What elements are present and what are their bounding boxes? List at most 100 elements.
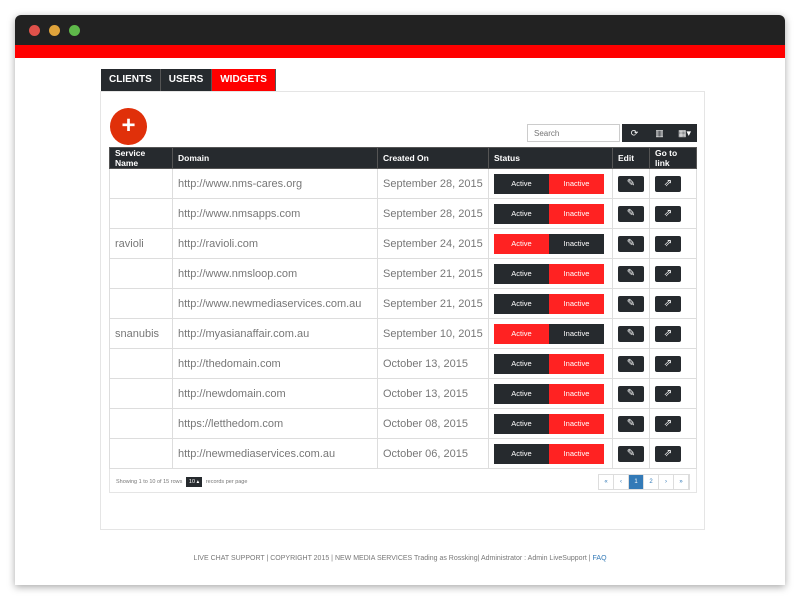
created-on-cell: October 06, 2015 — [377, 438, 489, 469]
minimize-window-button[interactable] — [49, 25, 60, 36]
col-go-to-link[interactable]: Go to link — [649, 147, 697, 169]
page-size-dropdown[interactable]: 10 ▴ — [185, 477, 203, 487]
status-toggle[interactable]: Active Inactive — [494, 443, 604, 464]
tab-widgets[interactable]: WIDGETS — [212, 69, 276, 91]
created-on-cell: September 28, 2015 — [377, 198, 489, 229]
external-link-icon[interactable]: ⇗ — [655, 385, 681, 402]
edit-icon[interactable]: ✎ — [618, 295, 644, 312]
active-button[interactable]: Active — [494, 353, 549, 374]
link-cell: ⇗ — [649, 438, 697, 469]
status-toggle[interactable]: Active Inactive — [494, 293, 604, 314]
edit-icon[interactable]: ✎ — [618, 325, 644, 342]
edit-icon[interactable]: ✎ — [618, 205, 644, 222]
edit-cell: ✎ — [612, 378, 650, 409]
edit-icon[interactable]: ✎ — [618, 385, 644, 402]
table-footer: Showing 1 to 10 of 15 rows 10 ▴ records … — [109, 469, 697, 493]
link-cell: ⇗ — [649, 318, 697, 349]
inactive-button[interactable]: Inactive — [549, 263, 604, 284]
col-service-name[interactable]: Service Name — [109, 147, 173, 169]
status-cell: Active Inactive — [488, 348, 613, 379]
inactive-button[interactable]: Inactive — [549, 173, 604, 194]
external-link-icon[interactable]: ⇗ — [655, 175, 681, 192]
active-button[interactable]: Active — [494, 323, 549, 344]
external-link-icon[interactable]: ⇗ — [655, 235, 681, 252]
active-button[interactable]: Active — [494, 443, 549, 464]
status-toggle[interactable]: Active Inactive — [494, 203, 604, 224]
table-row: http://www.newmediaservices.com.au Septe… — [109, 288, 697, 319]
prev-page-button[interactable]: ‹ — [614, 475, 629, 489]
inactive-button[interactable]: Inactive — [549, 203, 604, 224]
search-input[interactable] — [527, 124, 620, 142]
active-button[interactable]: Active — [494, 293, 549, 314]
first-page-button[interactable]: « — [599, 475, 614, 489]
last-page-button[interactable]: » — [674, 475, 689, 489]
created-on-cell: September 28, 2015 — [377, 168, 489, 199]
service-name-cell — [109, 288, 173, 319]
external-link-icon[interactable]: ⇗ — [655, 295, 681, 312]
columns-icon[interactable]: ▥ — [655, 128, 664, 138]
inactive-button[interactable]: Inactive — [549, 443, 604, 464]
active-button[interactable]: Active — [494, 173, 549, 194]
external-link-icon[interactable]: ⇗ — [655, 415, 681, 432]
status-toggle[interactable]: Active Inactive — [494, 413, 604, 434]
edit-icon[interactable]: ✎ — [618, 235, 644, 252]
refresh-icon[interactable]: ⟳ — [630, 128, 639, 138]
edit-icon[interactable]: ✎ — [618, 445, 644, 462]
active-button[interactable]: Active — [494, 203, 549, 224]
service-name-cell — [109, 348, 173, 379]
grid-dropdown-icon[interactable]: ▦▾ — [677, 128, 692, 138]
status-toggle[interactable]: Active Inactive — [494, 233, 604, 254]
table-row: http://www.nmsloop.com September 21, 201… — [109, 258, 697, 289]
edit-cell: ✎ — [612, 348, 650, 379]
add-widget-button[interactable]: + — [110, 108, 147, 145]
edit-icon[interactable]: ✎ — [618, 265, 644, 282]
maximize-window-button[interactable] — [69, 25, 80, 36]
link-cell: ⇗ — [649, 288, 697, 319]
link-cell: ⇗ — [649, 408, 697, 439]
inactive-button[interactable]: Inactive — [549, 383, 604, 404]
external-link-icon[interactable]: ⇗ — [655, 265, 681, 282]
status-toggle[interactable]: Active Inactive — [494, 323, 604, 344]
active-button[interactable]: Active — [494, 263, 549, 284]
edit-icon[interactable]: ✎ — [618, 175, 644, 192]
active-button[interactable]: Active — [494, 413, 549, 434]
external-link-icon[interactable]: ⇗ — [655, 205, 681, 222]
service-name-cell — [109, 378, 173, 409]
status-cell: Active Inactive — [488, 288, 613, 319]
external-link-icon[interactable]: ⇗ — [655, 445, 681, 462]
status-toggle[interactable]: Active Inactive — [494, 173, 604, 194]
inactive-button[interactable]: Inactive — [549, 293, 604, 314]
header-bar — [15, 45, 785, 58]
table-toolbar: ⟳ ▥ ▦▾ — [622, 124, 697, 142]
rows-info: Showing 1 to 10 of 15 rows — [116, 479, 183, 485]
page-1-button[interactable]: 1 — [629, 475, 644, 489]
col-created-on[interactable]: Created On — [377, 147, 489, 169]
close-window-button[interactable] — [29, 25, 40, 36]
col-edit[interactable]: Edit — [612, 147, 650, 169]
status-toggle[interactable]: Active Inactive — [494, 263, 604, 284]
edit-icon[interactable]: ✎ — [618, 415, 644, 432]
tab-users[interactable]: USERS — [160, 69, 213, 91]
status-cell: Active Inactive — [488, 168, 613, 199]
inactive-button[interactable]: Inactive — [549, 353, 604, 374]
status-toggle[interactable]: Active Inactive — [494, 383, 604, 404]
inactive-button[interactable]: Inactive — [549, 413, 604, 434]
link-cell: ⇗ — [649, 348, 697, 379]
external-link-icon[interactable]: ⇗ — [655, 355, 681, 372]
status-toggle[interactable]: Active Inactive — [494, 353, 604, 374]
next-page-button[interactable]: › — [659, 475, 674, 489]
edit-cell: ✎ — [612, 408, 650, 439]
copyright-text: LIVE CHAT SUPPORT | COPYRIGHT 2015 | NEW… — [193, 555, 593, 562]
inactive-button[interactable]: Inactive — [549, 323, 604, 344]
inactive-button[interactable]: Inactive — [549, 233, 604, 254]
created-on-cell: September 10, 2015 — [377, 318, 489, 349]
active-button[interactable]: Active — [494, 233, 549, 254]
col-status[interactable]: Status — [488, 147, 613, 169]
external-link-icon[interactable]: ⇗ — [655, 325, 681, 342]
page-2-button[interactable]: 2 — [644, 475, 659, 489]
active-button[interactable]: Active — [494, 383, 549, 404]
col-domain[interactable]: Domain — [172, 147, 378, 169]
faq-link[interactable]: FAQ — [592, 555, 607, 562]
tab-clients[interactable]: CLIENTS — [101, 69, 161, 91]
edit-icon[interactable]: ✎ — [618, 355, 644, 372]
